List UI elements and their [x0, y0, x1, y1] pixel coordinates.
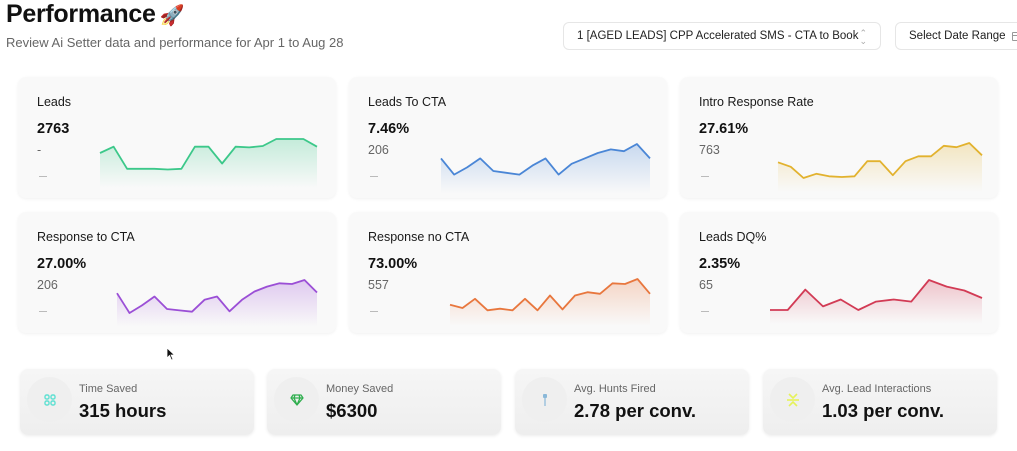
calendar-icon	[1011, 31, 1017, 41]
sparkline-line	[99, 138, 318, 171]
metric-subvalue: 557	[368, 278, 389, 292]
metric-trend	[370, 311, 378, 312]
metric-card: Leads DQ% 2.35% 65	[680, 212, 998, 333]
stat-icon-circle	[274, 377, 319, 422]
stat-card: Time Saved 315 hours	[20, 369, 254, 435]
metric-trend	[370, 176, 378, 177]
metric-value: 27.61%	[699, 121, 749, 137]
metric-card: Intro Response Rate 27.61% 763	[680, 77, 998, 198]
metric-subvalue: 206	[368, 143, 389, 157]
page-subtitle: Review Ai Setter data and performance fo…	[6, 35, 344, 50]
metric-value: 2.35%	[699, 256, 741, 272]
stat-value: $6300	[326, 400, 378, 421]
stat-card: Money Saved $6300	[267, 369, 501, 435]
sparkline-line	[116, 279, 318, 314]
sparkline-area	[450, 279, 650, 326]
stat-card: Avg. Hunts Fired 2.78 per conv.	[515, 369, 749, 435]
metric-card: Response to CTA 27.00% 206	[18, 212, 336, 333]
metric-value: 73.00%	[368, 256, 418, 272]
metric-trend	[701, 176, 709, 177]
sparkline-line	[449, 278, 651, 312]
stat-icon-circle	[770, 377, 815, 422]
sparkline-chart	[777, 142, 983, 192]
metric-label: Leads	[37, 95, 72, 109]
campaign-select-value: 1 [AGED LEADS] CPP Accelerated SMS - CTA…	[577, 30, 859, 42]
stat-value: 2.78 per conv.	[574, 400, 697, 421]
sparkline-chart	[116, 279, 318, 327]
metric-subvalue: 763	[699, 143, 720, 157]
sparkline-area	[117, 280, 317, 327]
mouse-cursor-icon	[166, 347, 176, 361]
metric-label: Leads To CTA	[368, 95, 447, 109]
metric-subvalue: 65	[699, 278, 713, 292]
sparkline-line	[440, 143, 651, 176]
stat-card: Avg. Lead Interactions 1.03 per conv.	[763, 369, 997, 435]
sparkline-line	[777, 142, 983, 179]
sparkline-area	[100, 139, 317, 188]
stat-icon-circle	[522, 377, 567, 422]
metric-value: 7.46%	[368, 121, 410, 137]
sparkline-area	[778, 143, 982, 192]
sparkline-area	[441, 144, 650, 194]
metric-value: 2763	[37, 121, 70, 137]
command-icon	[27, 377, 72, 422]
metric-label: Intro Response Rate	[699, 95, 814, 109]
metric-label: Response no CTA	[368, 230, 470, 244]
metric-value: 27.00%	[37, 256, 87, 272]
chevron-updown-icon: ⌃ ⌄	[859, 28, 867, 46]
collapse-icon	[770, 377, 815, 422]
stat-icon-circle	[27, 377, 72, 422]
sparkline-chart	[449, 278, 651, 326]
pin-icon	[522, 377, 567, 422]
metric-trend	[39, 311, 47, 312]
campaign-select[interactable]: 1 [AGED LEADS] CPP Accelerated SMS - CTA…	[563, 22, 881, 50]
stat-label: Avg. Hunts Fired	[574, 383, 656, 395]
sparkline-chart	[770, 279, 983, 324]
stat-value: 315 hours	[79, 400, 167, 421]
date-range-label: Select Date Range	[909, 30, 1006, 42]
metric-label: Leads DQ%	[699, 230, 767, 244]
stat-label: Time Saved	[79, 383, 138, 395]
metric-subvalue: -	[37, 143, 42, 157]
metric-trend	[701, 311, 709, 312]
sparkline-chart	[99, 138, 318, 188]
metric-trend	[39, 176, 47, 177]
gem-icon	[274, 377, 319, 422]
metric-card: Leads To CTA 7.46% 206	[349, 77, 667, 198]
metric-card: Response no CTA 73.00% 557	[349, 212, 667, 333]
metric-card: Leads 2763 -	[18, 77, 336, 198]
date-range-button[interactable]: Select Date Range	[895, 22, 1017, 50]
sparkline-line	[770, 279, 983, 311]
page-title: Performance 🚀	[6, 0, 185, 28]
metric-subvalue: 206	[37, 278, 58, 292]
sparkline-chart	[440, 143, 651, 194]
stat-label: Money Saved	[326, 383, 394, 395]
stat-label: Avg. Lead Interactions	[822, 383, 932, 395]
stat-value: 1.03 per conv.	[822, 400, 945, 421]
metric-label: Response to CTA	[37, 230, 135, 244]
rocket-icon: 🚀	[159, 5, 185, 27]
